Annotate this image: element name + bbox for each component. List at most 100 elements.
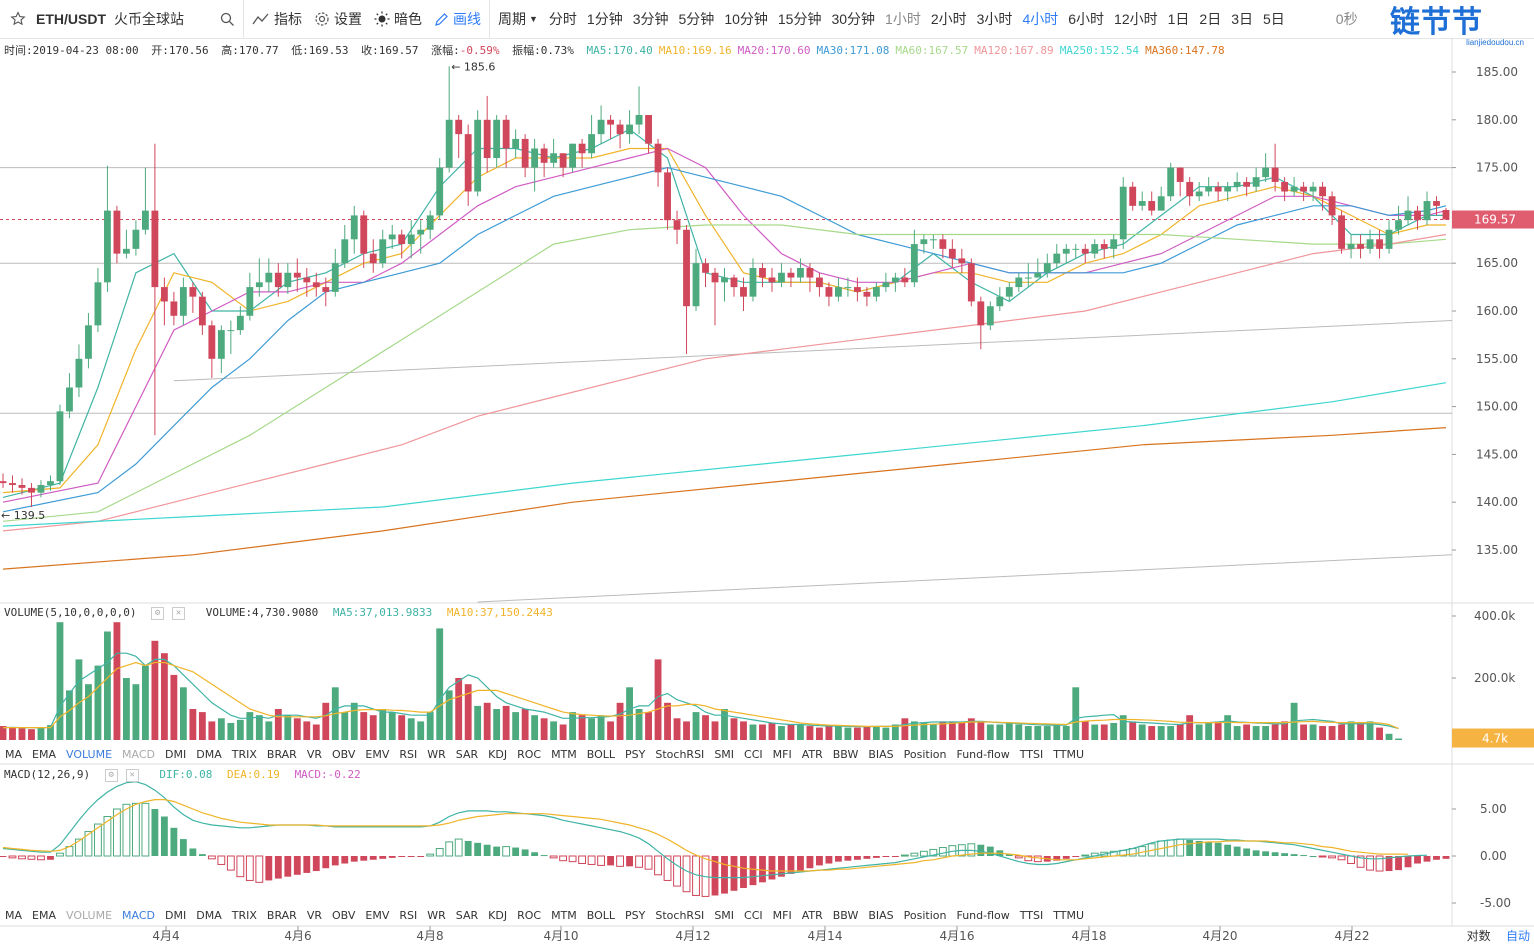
indicator-tab-ma[interactable]: MA [5,908,23,922]
indicator-tab-bbw[interactable]: BBW [832,747,859,761]
indicator-tab-mfi[interactable]: MFI [772,908,792,922]
indicator-tab-boll[interactable]: BOLL [586,908,616,922]
indicator-tab-ema[interactable]: EMA [32,908,56,922]
search-icon[interactable] [214,0,241,38]
macd-bar [1433,856,1440,860]
indicator-tab-psy[interactable]: PSY [625,908,646,922]
indicator-tab-obv[interactable]: OBV [332,908,356,922]
indicators-button[interactable]: 指标 [246,0,308,38]
indicator-tab-bbw[interactable]: BBW [832,908,859,922]
period-15[interactable]: 3日 [1231,11,1253,27]
period-5[interactable]: 15分钟 [777,11,822,27]
theme-toggle-button[interactable]: 暗色 [368,0,428,38]
indicator-tab-macd[interactable]: MACD [122,908,156,922]
period-9[interactable]: 3小时 [976,11,1013,27]
period-11[interactable]: 6小时 [1068,11,1105,27]
indicator-tab-cci[interactable]: CCI [744,747,763,761]
indicator-tab-ma[interactable]: MA [5,747,23,761]
favorite-star-icon[interactable] [0,0,32,38]
indicator-tab-emv[interactable]: EMV [365,747,390,761]
volume-bar [1385,733,1393,740]
settings-icon[interactable]: ⚙ [151,606,165,620]
indicator-tab-volume[interactable]: VOLUME [65,908,113,922]
period-10[interactable]: 4小时 [1022,11,1059,27]
indicator-tab-atr[interactable]: ATR [801,908,823,922]
period-4[interactable]: 10分钟 [724,11,768,27]
indicator-tab-stochrsi[interactable]: StochRSI [655,747,705,761]
period-16[interactable]: 5日 [1263,11,1285,27]
kline-chart[interactable]: 400.0k 200.0k 4.7k 5.00 0.00 -5.00 185.00 180… [0,38,1534,948]
indicator-tab-ema[interactable]: EMA [32,747,56,761]
settings-icon[interactable]: ⚙ [104,768,118,782]
auto-scale-button[interactable]: 自动 [1505,929,1530,943]
indicator-tab-fund-flow[interactable]: Fund-flow [956,908,1010,922]
indicator-tab-atr[interactable]: ATR [801,747,823,761]
indicator-tab-volume[interactable]: VOLUME [65,747,113,761]
indicator-tab-emv[interactable]: EMV [365,908,390,922]
indicator-tab-position[interactable]: Position [903,908,947,922]
indicator-tab-bias[interactable]: BIAS [868,747,894,761]
indicator-tab-smi[interactable]: SMI [714,908,735,922]
indicator-tab-ttsi[interactable]: TTSI [1019,908,1044,922]
candle-body [1404,210,1412,221]
indicator-tab-wr[interactable]: WR [427,747,446,761]
period-dropdown[interactable]: 周期 ▼ [492,0,544,38]
macd-bar [882,856,890,857]
period-3[interactable]: 5分钟 [678,11,715,27]
indicator-tab-bias[interactable]: BIAS [868,908,894,922]
indicator-tab-position[interactable]: Position [903,747,947,761]
indicator-tab-sar[interactable]: SAR [455,908,479,922]
indicator-tab-rsi[interactable]: RSI [399,908,418,922]
indicator-tab-boll[interactable]: BOLL [586,747,616,761]
indicator-tab-ttmu[interactable]: TTMU [1053,747,1085,761]
indicator-tab-brar[interactable]: BRAR [266,747,297,761]
draw-line-button[interactable]: 画线 [428,0,487,38]
indicator-tab-dma[interactable]: DMA [196,908,222,922]
pencil-icon [435,12,448,26]
indicator-tab-dmi[interactable]: DMI [165,747,187,761]
indicator-tab-cci[interactable]: CCI [744,908,763,922]
indicator-tab-obv[interactable]: OBV [332,747,356,761]
period-14[interactable]: 2日 [1199,11,1222,27]
period-8[interactable]: 2小时 [930,11,967,27]
indicator-tab-roc[interactable]: ROC [517,908,542,922]
period-0[interactable]: 分时 [548,11,577,27]
indicator-tab-ttsi[interactable]: TTSI [1019,747,1044,761]
candle-body [455,119,463,135]
indicator-tab-dma[interactable]: DMA [196,747,222,761]
candle-body [94,282,102,326]
indicator-tab-trix[interactable]: TRIX [231,908,257,922]
indicator-tab-sar[interactable]: SAR [455,747,479,761]
indicator-tab-dmi[interactable]: DMI [165,908,187,922]
close-icon[interactable]: ✕ [125,768,139,782]
period-2[interactable]: 3分钟 [632,11,669,27]
indicator-tab-mtm[interactable]: MTM [551,908,577,922]
volume-bar [398,715,406,740]
indicator-tab-mtm[interactable]: MTM [551,747,577,761]
indicator-tab-fund-flow[interactable]: Fund-flow [956,747,1010,761]
indicator-tab-vr[interactable]: VR [306,747,322,761]
indicator-tab-brar[interactable]: BRAR [266,908,297,922]
logo-text: 链节节 [1390,5,1483,40]
indicator-tab-psy[interactable]: PSY [625,747,646,761]
indicator-tab-vr[interactable]: VR [306,908,322,922]
period-6[interactable]: 30分钟 [831,11,876,27]
indicator-tab-trix[interactable]: TRIX [231,747,257,761]
indicator-tab-roc[interactable]: ROC [517,747,542,761]
indicator-tab-ttmu[interactable]: TTMU [1053,908,1085,922]
settings-button[interactable]: 设置 [308,0,368,38]
indicator-tab-smi[interactable]: SMI [714,747,735,761]
indicator-tab-macd[interactable]: MACD [122,747,156,761]
period-1[interactable]: 1分钟 [586,11,623,27]
indicator-tab-rsi[interactable]: RSI [399,747,418,761]
indicator-tab-mfi[interactable]: MFI [772,747,792,761]
indicator-tab-wr[interactable]: WR [427,908,446,922]
indicator-tab-kdj[interactable]: KDJ [488,747,508,761]
indicator-tab-stochrsi[interactable]: StochRSI [655,908,705,922]
indicator-tab-kdj[interactable]: KDJ [488,908,508,922]
close-icon[interactable]: ✕ [172,606,186,620]
period-7[interactable]: 1小时 [885,11,921,27]
log-scale-button[interactable]: 对数 [1466,929,1491,943]
period-12[interactable]: 12小时 [1114,11,1158,27]
period-13[interactable]: 1日 [1167,11,1190,27]
